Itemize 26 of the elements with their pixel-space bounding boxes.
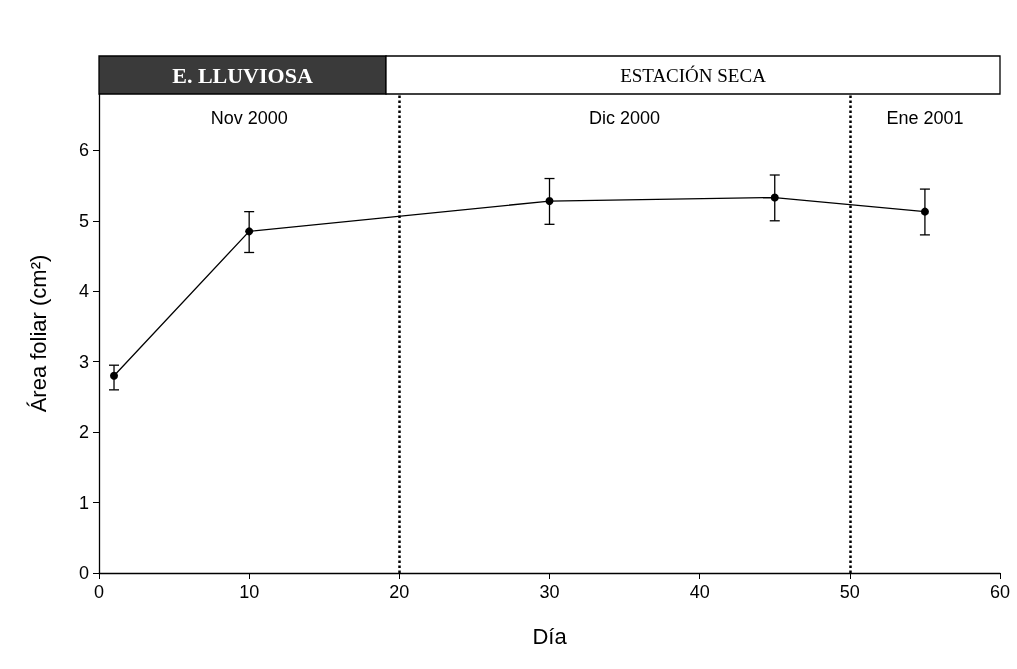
y-tick-label: 2: [78, 422, 89, 443]
x-tick-label: 60: [989, 582, 1011, 602]
point: [770, 193, 779, 202]
x-tick-label: 40: [689, 582, 710, 602]
x-axis-title: Día: [532, 623, 568, 649]
point: [920, 207, 929, 216]
annotation: Dic 2000: [589, 108, 661, 128]
text: E. LLUVIOSA: [172, 62, 313, 88]
y-axis-title: Área foliar (cm²): [25, 254, 51, 413]
y-tick-label: 5: [78, 210, 89, 231]
annotation: Ene 2001: [886, 108, 964, 128]
x-tick-label: 20: [389, 582, 410, 602]
x-tick-label: 10: [239, 582, 260, 602]
y-tick-label: 3: [78, 351, 89, 372]
annotation: Nov 2000: [210, 108, 288, 128]
text: ESTACIÓN SECA: [620, 64, 767, 86]
y-tick-label: 4: [78, 281, 89, 302]
x-tick-label: 0: [93, 582, 105, 602]
point: [110, 371, 119, 380]
x-tick-label: 50: [839, 582, 860, 602]
y-tick-label: 1: [78, 492, 89, 513]
x-tick-label: 30: [539, 582, 560, 602]
point: [545, 197, 554, 206]
y-tick-label: 0: [78, 563, 89, 583]
point: [245, 227, 254, 236]
y-tick-label: 6: [78, 140, 89, 161]
